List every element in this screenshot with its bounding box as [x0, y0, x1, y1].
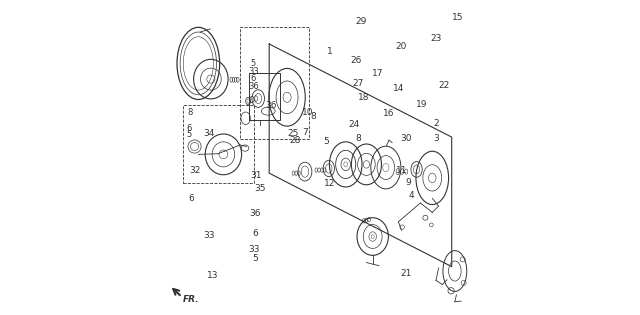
Text: 5: 5 — [253, 254, 259, 263]
Text: 22: 22 — [438, 81, 449, 90]
Text: 33: 33 — [248, 67, 259, 76]
Text: 6: 6 — [252, 229, 258, 238]
Text: 34: 34 — [203, 129, 214, 138]
Text: FR.: FR. — [183, 295, 200, 304]
Text: 24: 24 — [348, 120, 359, 129]
Text: 13: 13 — [207, 271, 218, 280]
Text: 20: 20 — [396, 42, 407, 51]
Text: 28: 28 — [290, 136, 301, 145]
Text: 36: 36 — [249, 82, 259, 91]
Text: 7: 7 — [302, 128, 308, 137]
Text: 19: 19 — [416, 100, 428, 109]
Bar — [240, 27, 309, 139]
Text: 32: 32 — [189, 166, 200, 175]
Text: 27: 27 — [353, 79, 364, 88]
Text: 6: 6 — [186, 124, 192, 133]
Text: 9: 9 — [405, 178, 411, 187]
Text: 15: 15 — [452, 13, 464, 21]
Text: 16: 16 — [383, 109, 395, 118]
Text: 6: 6 — [189, 194, 195, 203]
Text: 5: 5 — [323, 137, 329, 146]
Text: 31: 31 — [250, 171, 262, 180]
Text: 21: 21 — [401, 269, 412, 278]
Text: 33: 33 — [248, 245, 260, 254]
Text: 8: 8 — [355, 134, 361, 143]
Text: 23: 23 — [430, 34, 442, 43]
Bar — [182, 105, 254, 183]
Text: 3: 3 — [433, 134, 439, 143]
Text: 5: 5 — [251, 59, 256, 68]
Text: 8: 8 — [187, 108, 193, 117]
Text: 4: 4 — [408, 191, 413, 200]
Text: 35: 35 — [254, 184, 266, 193]
Text: 36: 36 — [249, 209, 260, 218]
Text: 33: 33 — [203, 231, 214, 240]
Text: 30: 30 — [401, 134, 412, 143]
Text: 14: 14 — [394, 84, 404, 93]
Text: 18: 18 — [358, 94, 369, 102]
Text: 12: 12 — [324, 179, 336, 188]
Text: 10: 10 — [302, 108, 314, 117]
Bar — [249, 73, 280, 120]
Text: 36: 36 — [266, 100, 277, 110]
Text: 8: 8 — [311, 112, 317, 121]
Text: 5: 5 — [187, 130, 192, 140]
Text: 11: 11 — [396, 166, 407, 175]
Text: 25: 25 — [287, 129, 298, 139]
Text: 6: 6 — [250, 74, 256, 83]
Text: 29: 29 — [355, 17, 367, 26]
Text: 26: 26 — [350, 56, 362, 65]
Text: 1: 1 — [326, 47, 332, 56]
Text: 17: 17 — [372, 69, 384, 78]
Text: 2: 2 — [433, 118, 439, 128]
